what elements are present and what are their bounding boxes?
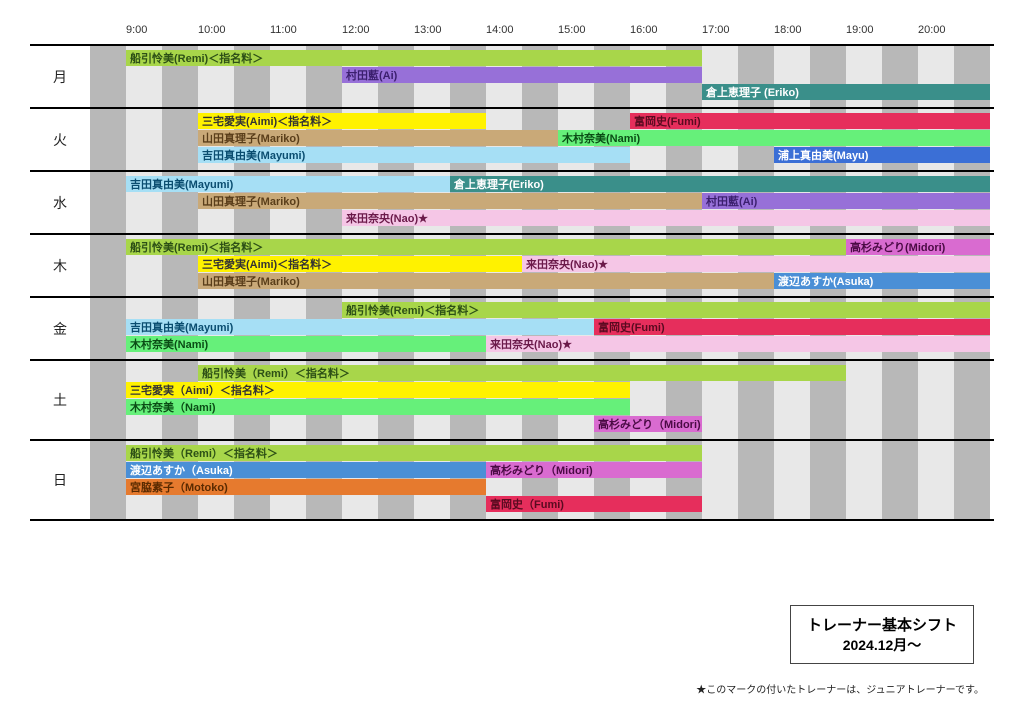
- shift-bar: 吉田真由美(Mayumi): [126, 319, 594, 335]
- shift-bar: 浦上真由美(Mayu): [774, 147, 990, 163]
- shift-bar: 来田奈央(Nao)★: [486, 336, 990, 352]
- time-tick: 17:00: [702, 24, 730, 36]
- shift-bar: 富岡史（Fumi): [486, 496, 702, 512]
- grid-stripe: [126, 109, 162, 170]
- title-callout: トレーナー基本シフト2024.12月～: [790, 605, 974, 664]
- rows-area: 船引怜美（Remi）＜指名料＞渡辺あすか（Asuka)高杉みどり（Midori)…: [90, 441, 994, 519]
- rows-area: 船引怜美（Remi）＜指名料＞三宅愛実（Aimi）＜指名料＞木村奈美（Nami)…: [90, 361, 994, 439]
- rows-area: 船引怜美(Remi)＜指名料＞村田藍(Ai)倉上恵理子 (Eriko): [90, 46, 994, 107]
- day-label: 木: [30, 235, 90, 296]
- day-block: 土船引怜美（Remi）＜指名料＞三宅愛実（Aimi）＜指名料＞木村奈美（Nami…: [30, 359, 994, 439]
- grid-stripe: [90, 441, 126, 519]
- grid-stripe: [702, 441, 738, 519]
- grid-stripe: [738, 441, 774, 519]
- shift-bar: 高杉みどり（Midori): [594, 416, 702, 432]
- time-tick: 10:00: [198, 24, 226, 36]
- day-label: 火: [30, 109, 90, 170]
- rows-area: 船引怜美(Remi)＜指名料＞吉田真由美(Mayumi)富岡史(Fumi) 木村奈…: [90, 298, 994, 359]
- day-label: 金: [30, 298, 90, 359]
- grid-stripe: [918, 361, 954, 439]
- callout-subtitle: 2024.12月～: [807, 635, 957, 655]
- time-tick: 15:00: [558, 24, 586, 36]
- grid-stripe: [954, 361, 990, 439]
- shift-bar: 吉田真由美(Mayumi): [126, 176, 450, 192]
- time-tick: 14:00: [486, 24, 514, 36]
- time-tick: 20:00: [918, 24, 946, 36]
- time-tick: 9:00: [126, 24, 147, 36]
- time-tick: 19:00: [846, 24, 874, 36]
- shift-bar: 船引怜美（Remi）＜指名料＞: [126, 445, 702, 461]
- shift-bar: 木村奈美（Nami): [126, 399, 630, 415]
- rows-area: 吉田真由美(Mayumi)倉上恵理子(Eriko)山田真理子(Mariko)村田…: [90, 172, 994, 233]
- shift-bar: 渡辺あすか(Asuka): [774, 273, 990, 289]
- shift-bar: 来田奈央(Nao)★: [522, 256, 990, 272]
- shift-bar: 富岡史(Fumi): [594, 319, 990, 335]
- grid-stripe: [774, 441, 810, 519]
- rows-area: 船引怜美(Remi)＜指名料＞高杉みどり(Midori) 三宅愛実(Aimi)＜指…: [90, 235, 994, 296]
- grid-stripe: [90, 361, 126, 439]
- shift-bar: 富岡史(Fumi): [630, 113, 990, 129]
- shift-bar: 山田真理子(Mariko): [198, 130, 558, 146]
- grid-stripe: [90, 46, 126, 107]
- shift-bar: 渡辺あすか（Asuka): [126, 462, 486, 478]
- shift-bar: 高杉みどり(Midori): [846, 239, 990, 255]
- shift-bar: 船引怜美(Remi)＜指名料＞: [126, 239, 846, 255]
- grid-stripe: [90, 172, 126, 233]
- shift-bar: 山田真理子(Mariko): [198, 273, 774, 289]
- day-block: 水吉田真由美(Mayumi)倉上恵理子(Eriko)山田真理子(Mariko)村…: [30, 170, 994, 233]
- rows-area: 三宅愛実(Aimi)＜指名料＞ 富岡史(Fumi) 山田真理子(Mariko)木村奈…: [90, 109, 994, 170]
- grid-stripe: [954, 441, 990, 519]
- shift-bar: 倉上恵理子 (Eriko): [702, 84, 990, 100]
- shift-bar: 村田藍(Ai): [702, 193, 990, 209]
- day-label: 土: [30, 361, 90, 439]
- shift-bar: 船引怜美(Remi)＜指名料＞: [342, 302, 990, 318]
- grid-stripe: [162, 109, 198, 170]
- shift-bar: 高杉みどり（Midori): [486, 462, 702, 478]
- shift-bar: 三宅愛実(Aimi)＜指名料＞: [198, 113, 486, 129]
- shift-bar: 宮脇素子（Motoko): [126, 479, 486, 495]
- grid-stripe: [846, 441, 882, 519]
- schedule-chart: 9:00 10:00 11:00 12:00 13:00 14:00 15:00 16:00 1…: [30, 20, 994, 521]
- grid-stripe: [810, 441, 846, 519]
- shift-bar: 倉上恵理子(Eriko): [450, 176, 990, 192]
- shift-bar: 三宅愛実（Aimi）＜指名料＞: [126, 382, 630, 398]
- grid-stripe: [90, 298, 126, 359]
- day-block: 日船引怜美（Remi）＜指名料＞渡辺あすか（Asuka)高杉みどり（Midori…: [30, 439, 994, 521]
- footnote: ★このマークの付いたトレーナーは、ジュニアトレーナーです。: [696, 681, 984, 696]
- day-block: 月船引怜美(Remi)＜指名料＞村田藍(Ai)倉上恵理子 (Eriko): [30, 44, 994, 107]
- day-block: 火 三宅愛実(Aimi)＜指名料＞ 富岡史(Fumi) 山田真理子(Mariko)木村…: [30, 107, 994, 170]
- shift-bar: 山田真理子(Mariko): [198, 193, 702, 209]
- grid-stripe: [882, 361, 918, 439]
- day-label: 水: [30, 172, 90, 233]
- day-block: 金 船引怜美(Remi)＜指名料＞吉田真由美(Mayumi)富岡史(Fumi) 木村…: [30, 296, 994, 359]
- time-tick: 13:00: [414, 24, 442, 36]
- shift-bar: 木村奈美(Nami): [558, 130, 990, 146]
- grid-stripe: [90, 235, 126, 296]
- time-tick: 18:00: [774, 24, 802, 36]
- shift-bar: 来田奈央(Nao)★: [342, 210, 990, 226]
- grid-stripe: [846, 361, 882, 439]
- time-tick: 11:00: [270, 24, 297, 36]
- day-label: 月: [30, 46, 90, 107]
- shift-bar: 船引怜美（Remi）＜指名料＞: [198, 365, 846, 381]
- time-header: 9:00 10:00 11:00 12:00 13:00 14:00 15:00 16:00 1…: [90, 20, 994, 44]
- shift-bar: 船引怜美(Remi)＜指名料＞: [126, 50, 702, 66]
- shift-bar: 三宅愛実(Aimi)＜指名料＞: [198, 256, 522, 272]
- shift-bar: 木村奈美(Nami): [126, 336, 486, 352]
- grid-stripe: [90, 109, 126, 170]
- shift-bar: 村田藍(Ai): [342, 67, 702, 83]
- grid-stripe: [882, 441, 918, 519]
- day-block: 木 船引怜美(Remi)＜指名料＞高杉みどり(Midori) 三宅愛実(Aimi)＜…: [30, 233, 994, 296]
- shift-bar: 吉田真由美(Mayumi): [198, 147, 630, 163]
- time-tick: 12:00: [342, 24, 370, 36]
- grid-stripe: [918, 441, 954, 519]
- day-label: 日: [30, 441, 90, 519]
- time-tick: 16:00: [630, 24, 658, 36]
- callout-title: トレーナー基本シフト: [807, 614, 957, 635]
